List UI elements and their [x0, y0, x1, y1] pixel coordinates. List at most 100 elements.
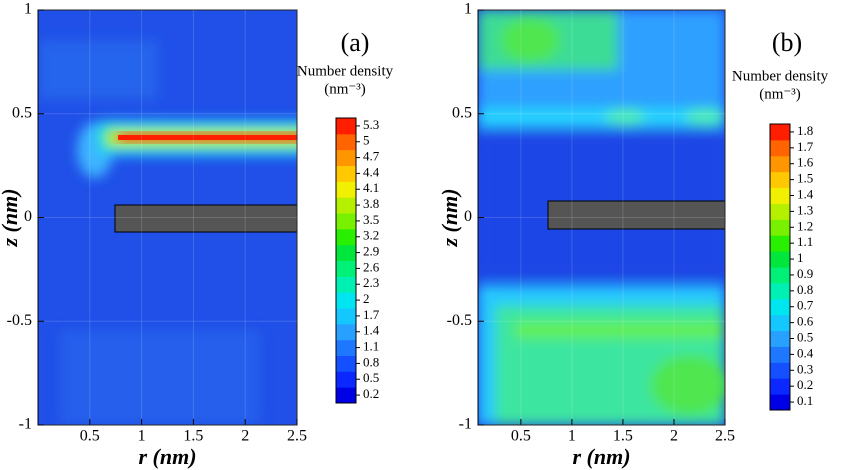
y-tick-label: 1 [464, 1, 472, 18]
colorbar-cell [770, 155, 790, 173]
colorbar-cell [770, 394, 790, 411]
colorbar-label: 1.2 [797, 218, 813, 233]
colorbar-label: 0.2 [797, 377, 813, 392]
colorbar-label: 3.5 [363, 212, 379, 227]
slab [547, 200, 726, 230]
colorbar-cell [770, 139, 790, 157]
x-tick-label: 0.5 [511, 428, 531, 445]
colorbar-label: 2.9 [363, 244, 379, 259]
colorbar-unit: (nm⁻³) [324, 81, 366, 97]
x-tick-label: 2.5 [287, 428, 307, 445]
colorbar-label: 1.1 [797, 234, 813, 249]
slab [114, 204, 298, 233]
colorbar-title: Number density [297, 63, 394, 79]
colorbar-cell [336, 118, 356, 135]
x-tick-label: 1 [568, 428, 576, 445]
y-axis-label: z (nm) [0, 188, 22, 247]
colorbar-cell [770, 378, 790, 395]
y-axis-label: z (nm) [437, 188, 462, 247]
y-tick-label: -1 [19, 416, 32, 433]
colorbar-cell [770, 330, 790, 347]
colorbar-label: 3.2 [363, 228, 379, 243]
colorbar-label: 0.3 [797, 361, 813, 376]
colorbar-cell [336, 260, 356, 277]
colorbar-cell [336, 355, 356, 372]
x-tick-label: 1.5 [613, 428, 633, 445]
colorbar-label: 4.4 [363, 164, 380, 179]
x-tick-label: 0.5 [80, 428, 100, 445]
colorbar-cell [336, 276, 356, 293]
colorbar-label: 1.4 [363, 323, 380, 338]
colorbar-cell [336, 213, 356, 230]
x-tick-label: 1 [138, 428, 146, 445]
colorbar-label: 5.3 [363, 117, 379, 132]
colorbar-label: 1.5 [797, 171, 813, 186]
x-tick-label: 2 [670, 428, 678, 445]
colorbar-cell [770, 251, 790, 268]
y-tick-label: 0 [464, 208, 472, 225]
colorbar-cell [336, 181, 356, 198]
x-tick-label: 2.5 [715, 428, 735, 445]
colorbar-cell [336, 308, 356, 325]
colorbar-cell [336, 387, 356, 404]
colorbar-cell [336, 339, 356, 356]
colorbar-cell [770, 219, 790, 236]
colorbar-label: 0.8 [797, 282, 813, 297]
y-tick-label: 0.5 [452, 104, 472, 121]
colorbar-cell [336, 371, 356, 388]
colorbar-label: 1.3 [797, 202, 813, 217]
colorbar-cell [336, 133, 356, 151]
colorbar-cell [336, 323, 356, 341]
x-tick-label: 2 [241, 428, 249, 445]
panel-title: (a) [341, 28, 370, 57]
colorbar-label: 1.1 [363, 339, 379, 354]
colorbar-label: 1.6 [797, 155, 814, 170]
colorbar-frame [335, 117, 357, 404]
colorbar-cell [770, 235, 790, 252]
colorbar-label: 0.6 [797, 314, 814, 329]
panel-title: (b) [772, 28, 802, 57]
y-tick-label: -0.5 [7, 312, 32, 329]
colorbar-label: 0.2 [363, 386, 379, 401]
colorbar-label: 1 [797, 250, 804, 265]
colorbar-cell [770, 346, 790, 363]
x-axis-label: r (nm) [572, 444, 630, 469]
y-tick-label: 1 [24, 1, 32, 18]
colorbar-label: 1.8 [797, 123, 813, 138]
colorbar-label: 0.4 [797, 345, 814, 360]
colorbar-frame [769, 123, 791, 411]
colorbar-unit: (nm⁻³) [759, 86, 801, 102]
colorbar-cell [336, 244, 356, 261]
colorbar-label: 5 [363, 133, 370, 148]
colorbar-title: Number density [732, 68, 829, 84]
colorbar-label: 2.3 [363, 275, 379, 290]
colorbar-cell [336, 228, 356, 246]
colorbar-cell [770, 298, 790, 316]
colorbar-label: 4.1 [363, 180, 379, 195]
colorbar-cell [770, 187, 790, 204]
colorbar-label: 0.5 [363, 370, 379, 385]
colorbar-label: 2.6 [363, 259, 380, 274]
colorbar-cell [770, 203, 790, 220]
y-tick-label: -1 [459, 416, 472, 433]
x-axis-label: r (nm) [138, 444, 196, 469]
y-tick-label: 0.5 [12, 104, 32, 121]
y-tick-label: 0 [24, 208, 32, 225]
colorbar-cell [770, 171, 790, 189]
colorbar-cell [770, 362, 790, 379]
colorbar-cell [770, 267, 790, 284]
y-tick-label: -0.5 [447, 312, 472, 329]
colorbar-label: 1.7 [363, 307, 380, 322]
colorbar-label: 0.9 [797, 266, 813, 281]
colorbar-label: 1.7 [797, 139, 814, 154]
colorbar-cell [336, 292, 356, 309]
colorbar-cell [336, 149, 356, 166]
colorbar-cell [770, 282, 790, 300]
colorbar-cell [770, 124, 790, 141]
colorbar-label: 2 [363, 291, 370, 306]
colorbar-label: 0.5 [797, 329, 813, 344]
colorbar-label: 4.7 [363, 149, 380, 164]
colorbar-label: 0.8 [363, 354, 379, 369]
colorbar-cell [336, 165, 356, 182]
colorbar-cell [770, 314, 790, 332]
